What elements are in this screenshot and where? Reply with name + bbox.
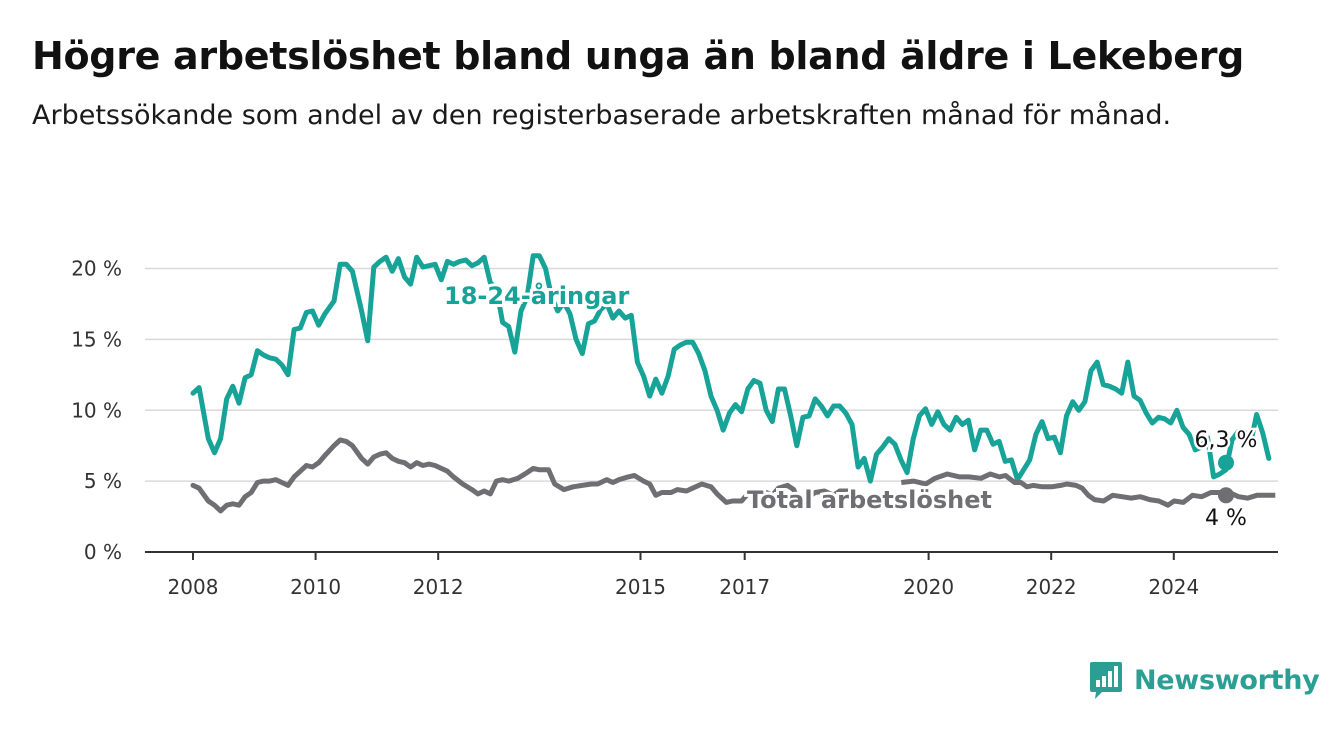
total-end-marker: [1218, 487, 1234, 504]
x-tick-label: 2015: [615, 575, 666, 599]
total-end-value-label: 4 %: [1205, 506, 1247, 531]
chart-subtitle: Arbetssökande som andel av den registerb…: [32, 100, 1172, 131]
x-tick-label: 2024: [1148, 575, 1199, 599]
x-tick-label: 2012: [413, 575, 464, 599]
y-tick-label: 15 %: [71, 327, 122, 351]
y-tick-label: 0 %: [84, 540, 122, 564]
y-tick-label: 10 %: [71, 398, 122, 422]
brand-name: Newsworthy: [1134, 664, 1320, 696]
x-tick-label: 2017: [719, 575, 770, 599]
total-series-line: [901, 471, 1276, 508]
youth-end-marker: [1218, 454, 1234, 471]
x-tick-label: 2010: [290, 575, 341, 599]
line-chart: 0 %5 %10 %15 %20 % 2008 2010 2012 2015 2017 2…: [71, 253, 1278, 599]
series-layer: [190, 253, 1276, 514]
x-tick-label: 2020: [903, 575, 954, 599]
youth-series-line: [190, 253, 1272, 484]
grid-layer: 0 % 5 % 10 % 15 % 20 %: [71, 257, 1278, 564]
total-series-line: [451, 465, 856, 507]
x-tick-label: 2022: [1026, 575, 1077, 599]
y-tick-label: 5 %: [84, 469, 122, 493]
label-layer: 18-24-åringar Total arbetslöshet 6,3 % 4 %: [441, 278, 1260, 534]
bar-chart-icon: [1090, 662, 1122, 699]
x-axis: 2008 2010 2012 2015 2017 2020 2022 2024: [168, 552, 1199, 599]
y-tick-label: 20 %: [71, 257, 122, 281]
total-series-label: Total arbetslöshet: [747, 486, 992, 514]
x-tick-label: 2008: [168, 575, 219, 599]
chart-title: Högre arbetslöshet bland unga än bland ä…: [32, 34, 1245, 78]
youth-series-label: 18-24-åringar: [444, 281, 629, 310]
youth-end-value-label: 6,3 %: [1195, 428, 1258, 453]
newsworthy-brand[interactable]: Newsworthy: [1088, 660, 1320, 700]
total-series-line: [190, 437, 456, 514]
